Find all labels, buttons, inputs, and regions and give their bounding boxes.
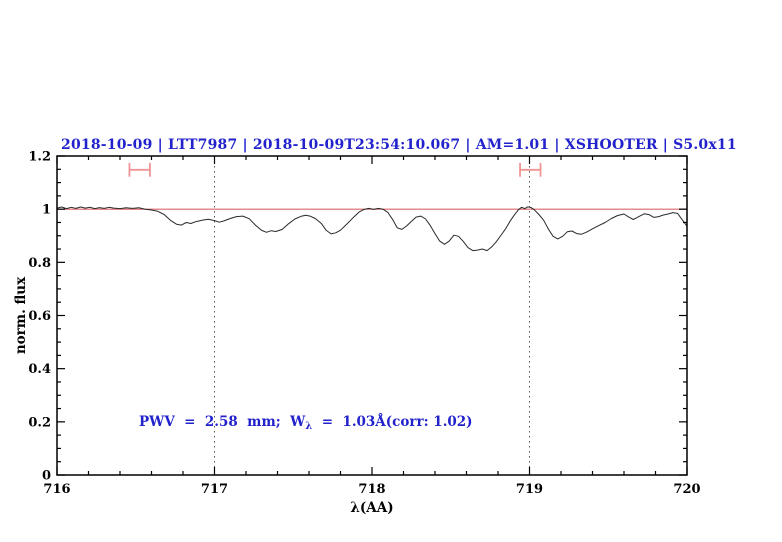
y-tick-label: 0 <box>42 469 51 484</box>
y-tick-label: 0.8 <box>28 256 51 271</box>
spectrum-line <box>56 206 688 252</box>
y-tick-label: 1 <box>42 203 51 218</box>
band-range-marker <box>519 162 542 177</box>
plot-title: 2018-10-09 | LTT7987 | 2018-10-09T23:54:… <box>61 137 737 153</box>
pwv-annotation-prefix: PWV = 2.58 mm; W <box>139 414 306 430</box>
y-axis-label: norm. flux <box>13 276 29 354</box>
y-tick-label: 1.2 <box>28 150 51 165</box>
x-tick-label: 716 <box>43 482 70 497</box>
band-range-marker <box>128 162 151 177</box>
pwv-annotation-suffix: = 1.03Å(corr: 1.02) <box>312 414 473 430</box>
y-tick-label: 0.6 <box>28 309 51 324</box>
axis-ticks <box>56 155 688 476</box>
pwv-annotation: PWV = 2.58 mm; Wλ = 1.03Å(corr: 1.02) <box>139 414 473 432</box>
x-tick-label: 720 <box>673 482 700 497</box>
y-tick-label: 0.4 <box>28 362 51 377</box>
y-tick-label: 0.2 <box>28 415 51 430</box>
x-tick-label: 717 <box>201 482 228 497</box>
x-tick-label: 719 <box>516 482 543 497</box>
x-tick-label: 718 <box>358 482 385 497</box>
x-axis-label: λ(AA) <box>350 500 393 516</box>
axis-tick-labels: 716 717 718 719 720 0 0.2 0.4 0.6 0.8 1 1.2 <box>28 150 700 498</box>
pwv-annotation-lambda-subscript: λ <box>305 421 313 432</box>
